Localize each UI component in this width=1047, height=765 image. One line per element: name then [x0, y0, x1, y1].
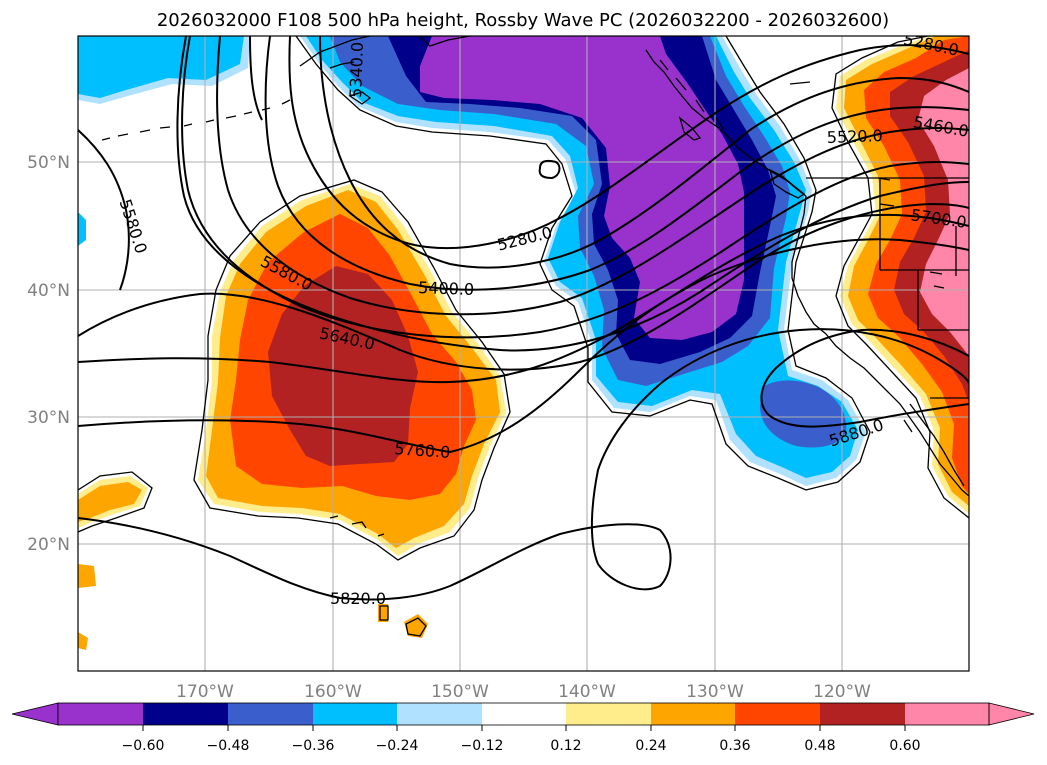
colorbar-extend-left	[11, 702, 59, 726]
colorbar-tick-label-2: −0.36	[292, 738, 335, 754]
shade-orange-sw	[78, 482, 142, 522]
coast-vancouver-island	[768, 168, 806, 199]
us-state-borders	[806, 177, 969, 399]
colorbar-segment-10	[905, 703, 989, 725]
lon-label-160w: 160°W	[304, 682, 362, 702]
colorbar-segment-1	[143, 703, 228, 725]
colorbar-tick-label-5: 0.12	[550, 738, 581, 754]
contour-5400	[264, 36, 969, 291]
anomaly-zero-outline	[78, 36, 969, 561]
colorbar-segment-4	[397, 703, 482, 725]
lat-label-50n: 50°N	[27, 153, 70, 173]
colorbar-tick-label-8: 0.48	[804, 738, 835, 754]
lon-label-140w: 140°W	[558, 682, 616, 702]
coast-baja-inner	[903, 403, 965, 487]
contour-label-5820: 5820.0	[330, 589, 386, 608]
contour-label-5760: 5760.0	[394, 439, 451, 462]
graticule	[78, 36, 969, 671]
coast-haida-gwaii	[678, 116, 702, 141]
colorbar-segment-9	[820, 703, 905, 725]
contour-5280-b-loop	[538, 159, 561, 180]
latitude-labels: 50°N 40°N 30°N 20°N	[27, 153, 70, 555]
colorbar-tick-label-3: −0.24	[376, 738, 419, 754]
contour-5700	[78, 213, 969, 384]
colorbar-ticks	[142, 725, 906, 731]
negative-anomaly-northwest	[78, 36, 250, 246]
lon-label-130w: 130°W	[686, 682, 744, 702]
colorbar-segment-6	[566, 703, 651, 725]
colorbar-tick-label-9: 0.60	[889, 738, 920, 754]
colorbar-extend-right	[988, 702, 1035, 726]
lon-label-150w: 150°W	[431, 682, 489, 702]
contour-5820	[78, 328, 969, 601]
lat-label-20n: 20°N	[27, 535, 70, 555]
map-frame	[77, 35, 970, 672]
contour-label-5400: 5400.0	[418, 278, 475, 299]
colorbar-segment-8	[735, 703, 820, 725]
figure-title: 2026032000 F108 500 hPa height, Rossby W…	[157, 10, 889, 31]
longitude-labels: 170°W 160°W 150°W 140°W 130°W 120°W	[176, 682, 871, 702]
colorbar-segment-7	[651, 703, 735, 725]
colorbar-segment-0	[58, 703, 143, 725]
contour-5580-a	[78, 129, 130, 291]
coast-bc-panhandle	[645, 49, 807, 197]
positive-anomaly-east	[836, 36, 969, 514]
colorbar-tick-label-6: 0.24	[635, 738, 666, 754]
lat-label-30n: 30°N	[27, 408, 70, 428]
contour-5880	[760, 328, 969, 428]
contour-label-5340: 5340.0	[346, 42, 367, 99]
coast-hawaii	[329, 515, 427, 637]
shade-orange-hawaii-west	[78, 564, 96, 588]
coast-alaska-south	[299, 36, 471, 69]
contour-label-5520: 5520.0	[827, 126, 884, 147]
lon-label-170w: 170°W	[176, 682, 234, 702]
negative-anomaly-trough	[300, 36, 866, 486]
contour-5460	[216, 36, 969, 316]
contour-5760	[78, 238, 969, 454]
colorbar-tick-label-0: −0.60	[122, 738, 165, 754]
coast-canada-interior	[789, 81, 945, 289]
coastlines	[78, 36, 969, 637]
colorbar-segment-3	[313, 703, 397, 725]
lon-label-120w: 120°W	[813, 682, 871, 702]
height-contours	[78, 36, 969, 601]
shade-cyan-nw	[78, 36, 244, 98]
contour-5220	[249, 36, 263, 121]
colorbar-segment-2	[228, 703, 313, 725]
coast-kodiak	[348, 91, 372, 105]
contour-5580-b	[176, 36, 969, 352]
colorbar-tick-label-7: 0.36	[719, 738, 750, 754]
contour-5520	[181, 36, 969, 339]
contour-5280-a	[288, 36, 969, 250]
colorbar-tick-label-4: −0.12	[461, 738, 504, 754]
colorbar-outline	[57, 702, 990, 726]
shade-blue-small-low	[760, 380, 847, 448]
colorbar: −0.60 −0.48 −0.36 −0.24 −0.12 0.12 0.24 …	[11, 702, 1035, 754]
positive-anomaly-ridge	[78, 184, 506, 650]
map-area: 5340.0 5280.0 5460.0 5520.0 5580.0 5280.…	[78, 36, 969, 671]
lat-label-40n: 40°N	[27, 281, 70, 301]
shade-purple-trough	[420, 36, 744, 340]
contour-5640	[78, 202, 969, 371]
shade-pink-east	[918, 68, 969, 356]
shade-orange-sw-corner	[78, 632, 88, 650]
coast-us-west	[791, 195, 969, 497]
colorbar-tick-label-1: −0.48	[207, 738, 250, 754]
shade-cyan-w-edge	[78, 212, 86, 246]
shade-firebrick-ridge	[268, 266, 418, 466]
contour-5340	[319, 36, 969, 269]
colorbar-segment-5	[482, 703, 566, 725]
